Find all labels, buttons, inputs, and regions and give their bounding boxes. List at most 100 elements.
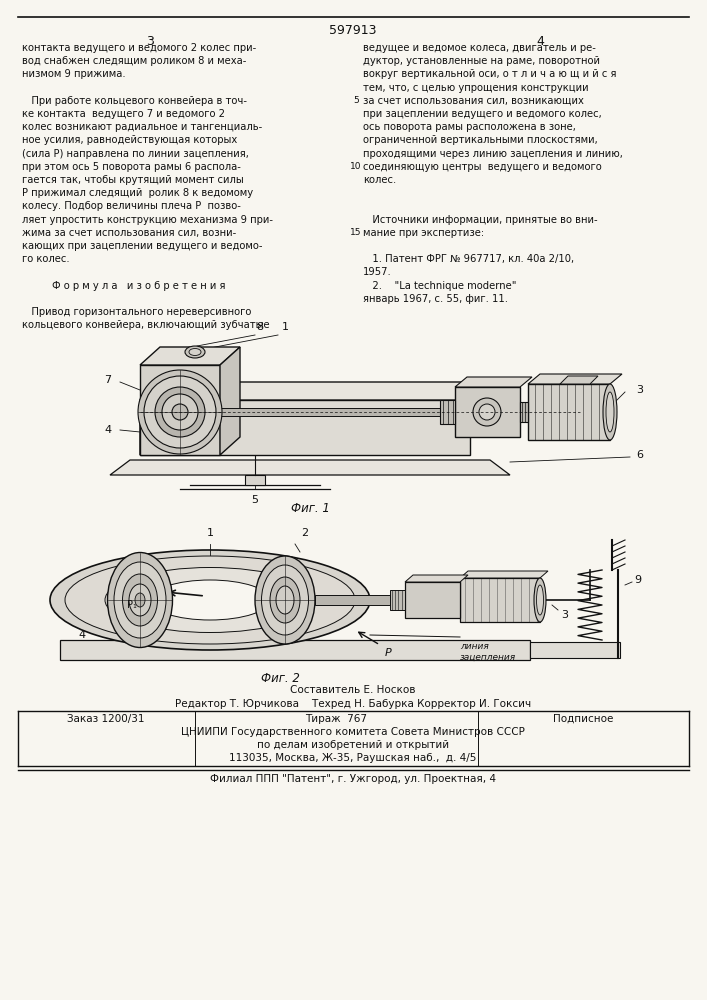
Ellipse shape <box>129 584 151 616</box>
Text: Фиг. 1: Фиг. 1 <box>291 502 329 515</box>
Polygon shape <box>405 582 460 618</box>
Polygon shape <box>440 400 455 424</box>
Ellipse shape <box>65 556 355 644</box>
Text: кающих при зацеплении ведущего и ведомо-: кающих при зацеплении ведущего и ведомо- <box>22 241 262 251</box>
Text: 6: 6 <box>636 450 643 460</box>
Text: гается так, чтобы крутящий момент силы: гается так, чтобы крутящий момент силы <box>22 175 244 185</box>
Text: Подписное: Подписное <box>553 714 613 724</box>
Polygon shape <box>315 595 390 605</box>
Text: Редактор Т. Юрчикова    Техред Н. Бабурка Корректор И. Гоксич: Редактор Т. Юрчикова Техред Н. Бабурка К… <box>175 699 531 709</box>
Text: 10: 10 <box>350 162 362 171</box>
Text: Филиал ППП "Патент", г. Ужгород, ул. Проектная, 4: Филиал ППП "Патент", г. Ужгород, ул. Про… <box>210 774 496 784</box>
Polygon shape <box>140 365 220 455</box>
Ellipse shape <box>606 392 614 432</box>
Polygon shape <box>110 460 510 475</box>
Polygon shape <box>390 590 405 610</box>
Ellipse shape <box>122 574 158 626</box>
Text: вод снабжен следящим роликом 8 и меха-: вод снабжен следящим роликом 8 и меха- <box>22 56 246 66</box>
Text: 1: 1 <box>206 528 214 538</box>
Ellipse shape <box>135 593 145 607</box>
Circle shape <box>479 404 495 420</box>
Text: Привод горизонтального нереверсивного: Привод горизонтального нереверсивного <box>22 307 252 317</box>
Text: Заказ 1200/31: Заказ 1200/31 <box>67 714 145 724</box>
Text: 1957.: 1957. <box>363 267 392 277</box>
Text: Ф о р м у л а   и з о б р е т е н и я: Ф о р м у л а и з о б р е т е н и я <box>52 281 226 291</box>
Text: колес возникают радиальное и тангенциаль-: колес возникают радиальное и тангенциаль… <box>22 122 262 132</box>
Circle shape <box>172 404 188 420</box>
Text: 8: 8 <box>257 322 264 332</box>
Polygon shape <box>560 376 598 384</box>
Text: 2: 2 <box>301 528 308 538</box>
Text: 3: 3 <box>561 610 568 620</box>
Text: 4: 4 <box>536 35 544 48</box>
Text: линия
зацепления: линия зацепления <box>460 642 516 662</box>
Polygon shape <box>455 387 520 437</box>
Text: 1: 1 <box>281 322 288 332</box>
Text: P: P <box>385 648 392 658</box>
Circle shape <box>155 387 205 437</box>
Polygon shape <box>455 377 532 387</box>
Text: ке контакта  ведущего 7 и ведомого 2: ке контакта ведущего 7 и ведомого 2 <box>22 109 225 119</box>
Text: 2.    "La technique moderne": 2. "La technique moderne" <box>363 281 517 291</box>
Ellipse shape <box>255 556 315 644</box>
Polygon shape <box>220 408 440 416</box>
Text: ЦНИИПИ Государственного комитета Совета Министров СССР: ЦНИИПИ Государственного комитета Совета … <box>181 727 525 737</box>
Polygon shape <box>140 382 160 455</box>
Text: 9: 9 <box>634 575 641 585</box>
Ellipse shape <box>105 568 315 633</box>
Circle shape <box>138 370 222 454</box>
Text: кольцевого конвейера, включающий зубчатые: кольцевого конвейера, включающий зубчаты… <box>22 320 269 330</box>
Polygon shape <box>140 400 470 455</box>
Text: Составитель Е. Носков: Составитель Е. Носков <box>291 685 416 695</box>
Circle shape <box>473 398 501 426</box>
Text: 597913: 597913 <box>329 24 377 37</box>
Ellipse shape <box>603 384 617 440</box>
Polygon shape <box>530 642 620 658</box>
Ellipse shape <box>150 580 270 620</box>
Text: 3: 3 <box>636 385 643 395</box>
Text: мание при экспертизе:: мание при экспертизе: <box>363 228 484 238</box>
Text: При работе кольцевого конвейера в точ-: При работе кольцевого конвейера в точ- <box>22 96 247 106</box>
Polygon shape <box>140 347 240 365</box>
Ellipse shape <box>537 585 544 615</box>
Ellipse shape <box>185 346 205 358</box>
Circle shape <box>162 394 198 430</box>
Text: 7: 7 <box>105 375 112 385</box>
Text: ограниченной вертикальными плоскостями,: ограниченной вертикальными плоскостями, <box>363 135 597 145</box>
Text: го колес.: го колес. <box>22 254 69 264</box>
Text: 113035, Москва, Ж-35, Раушская наб.,  д. 4/5: 113035, Москва, Ж-35, Раушская наб., д. … <box>229 753 477 763</box>
Polygon shape <box>460 578 540 622</box>
Polygon shape <box>245 475 265 485</box>
Ellipse shape <box>534 578 546 622</box>
Text: колесу. Подбор величины плеча Р  позво-: колесу. Подбор величины плеча Р позво- <box>22 201 241 211</box>
Text: соединяющую центры  ведущего и ведомого: соединяющую центры ведущего и ведомого <box>363 162 602 172</box>
Text: 5: 5 <box>252 495 259 505</box>
Text: Тираж  767: Тираж 767 <box>305 714 367 724</box>
Text: 4: 4 <box>105 425 112 435</box>
Ellipse shape <box>50 550 370 650</box>
Text: дуктор, установленные на раме, поворотной: дуктор, установленные на раме, поворотно… <box>363 56 600 66</box>
Ellipse shape <box>262 565 308 635</box>
Text: январь 1967, с. 55, фиг. 11.: январь 1967, с. 55, фиг. 11. <box>363 294 508 304</box>
Text: Р прижимал следящий  ролик 8 к ведомому: Р прижимал следящий ролик 8 к ведомому <box>22 188 253 198</box>
Text: вокруг вертикальной оси, о т л и ч а ю щ и й с я: вокруг вертикальной оси, о т л и ч а ю щ… <box>363 69 617 79</box>
Text: ведущее и ведомое колеса, двигатель и ре-: ведущее и ведомое колеса, двигатель и ре… <box>363 43 596 53</box>
Text: контакта ведущего и ведомого 2 колес при-: контакта ведущего и ведомого 2 колес при… <box>22 43 256 53</box>
Text: низмом 9 прижима.: низмом 9 прижима. <box>22 69 126 79</box>
Text: 3: 3 <box>146 35 154 48</box>
Text: Фиг. 2: Фиг. 2 <box>261 672 300 685</box>
Text: ось поворота рамы расположена в зоне,: ось поворота рамы расположена в зоне, <box>363 122 576 132</box>
Text: проходящими через линию зацепления и линию,: проходящими через линию зацепления и лин… <box>363 149 623 159</box>
Ellipse shape <box>270 577 300 623</box>
Polygon shape <box>60 640 530 660</box>
Text: 15: 15 <box>350 228 362 237</box>
Text: 1. Патент ФРГ № 967717, кл. 40а 2/10,: 1. Патент ФРГ № 967717, кл. 40а 2/10, <box>363 254 574 264</box>
Polygon shape <box>140 382 490 400</box>
Polygon shape <box>528 374 622 384</box>
Ellipse shape <box>189 349 201 356</box>
Text: колес.: колес. <box>363 175 396 185</box>
Text: при этом ось 5 поворота рамы 6 распола-: при этом ось 5 поворота рамы 6 распола- <box>22 162 241 172</box>
Ellipse shape <box>114 562 166 638</box>
Text: тем, что, с целью упрощения конструкции: тем, что, с целью упрощения конструкции <box>363 83 589 93</box>
Text: Источники информации, принятые во вни-: Источники информации, принятые во вни- <box>363 215 597 225</box>
